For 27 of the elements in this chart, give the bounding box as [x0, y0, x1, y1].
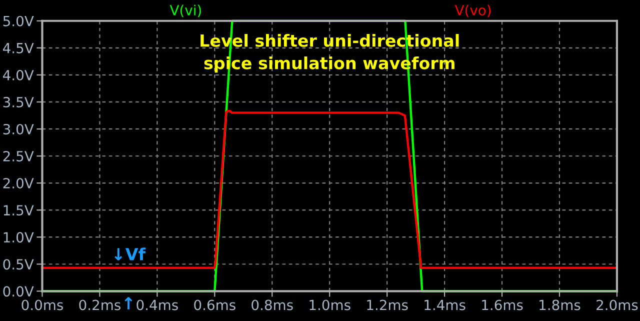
- y-tick-label: 2.0V: [3, 178, 34, 189]
- x-tick-label: 1.0ms: [310, 300, 350, 310]
- y-tick-label: 3.0V: [3, 124, 34, 134]
- x-tick-label: 1.2ms: [367, 300, 408, 310]
- x-tick-label: 1.4ms: [424, 300, 466, 310]
- x-tick-label: 2.0ms: [596, 300, 638, 310]
- annotation: ↓Vf: [114, 248, 146, 260]
- x-tick-label: 1.6ms: [482, 300, 523, 310]
- x-tick-label: 0.4ms: [136, 300, 178, 310]
- y-tick-label: 0.0V: [3, 286, 34, 297]
- x-tick-label: 0.8ms: [252, 300, 293, 310]
- text: V(vi): [170, 4, 201, 18]
- y-tick-label: 4.0V: [2, 70, 34, 80]
- y-tick-label: 2.5V: [3, 150, 34, 162]
- x-tick-label: 0.0ms: [22, 300, 63, 310]
- x-tick-label: 0.6ms: [194, 300, 236, 310]
- y-tick-label: 0.5V: [3, 259, 34, 270]
- x-tick-label: 0.2ms: [79, 300, 120, 310]
- line-series: [41, 110, 618, 270]
- text: V(vo): [454, 4, 491, 18]
- y-tick-label: 1.0V: [4, 232, 34, 243]
- annotation: ↑: [124, 297, 132, 310]
- x-tick-label: 1.8ms: [540, 300, 580, 310]
- y-tick-label: 3.5V: [3, 96, 34, 108]
- y-tick-label: 5.0V: [3, 16, 34, 26]
- y-tick-label: 1.5V: [4, 205, 34, 216]
- y-tick-label: 4.5V: [2, 43, 34, 54]
